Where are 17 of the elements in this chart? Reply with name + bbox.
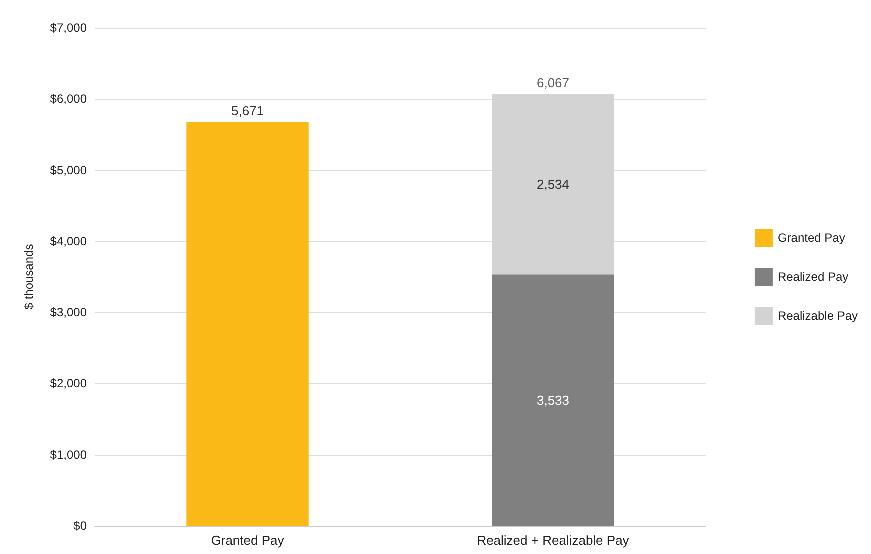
- y-tick-label: $5,000: [50, 163, 88, 178]
- data-label: 5,671: [231, 104, 264, 119]
- y-tick-label: $0: [74, 519, 88, 533]
- y-tick-label: $6,000: [50, 92, 88, 106]
- data-label: 2,534: [536, 177, 570, 192]
- y-axis-title: $ thousands: [22, 244, 36, 310]
- y-tick-label: $4,000: [50, 234, 88, 248]
- y-tick-label: $1,000: [50, 448, 88, 462]
- y-tick-label: $7,000: [50, 21, 88, 35]
- total-label: 6,067: [536, 75, 570, 90]
- legend-label: Realized Pay: [778, 270, 849, 284]
- y-tick-label: $2,000: [50, 376, 88, 391]
- data-label: 3,533: [536, 392, 570, 408]
- y-tick-label: $3,000: [50, 306, 88, 320]
- x-tick-label: Realized + Realizable Pay: [477, 533, 630, 548]
- legend-label: Granted Pay: [778, 231, 846, 245]
- legend-label: Realizable Pay: [778, 309, 858, 323]
